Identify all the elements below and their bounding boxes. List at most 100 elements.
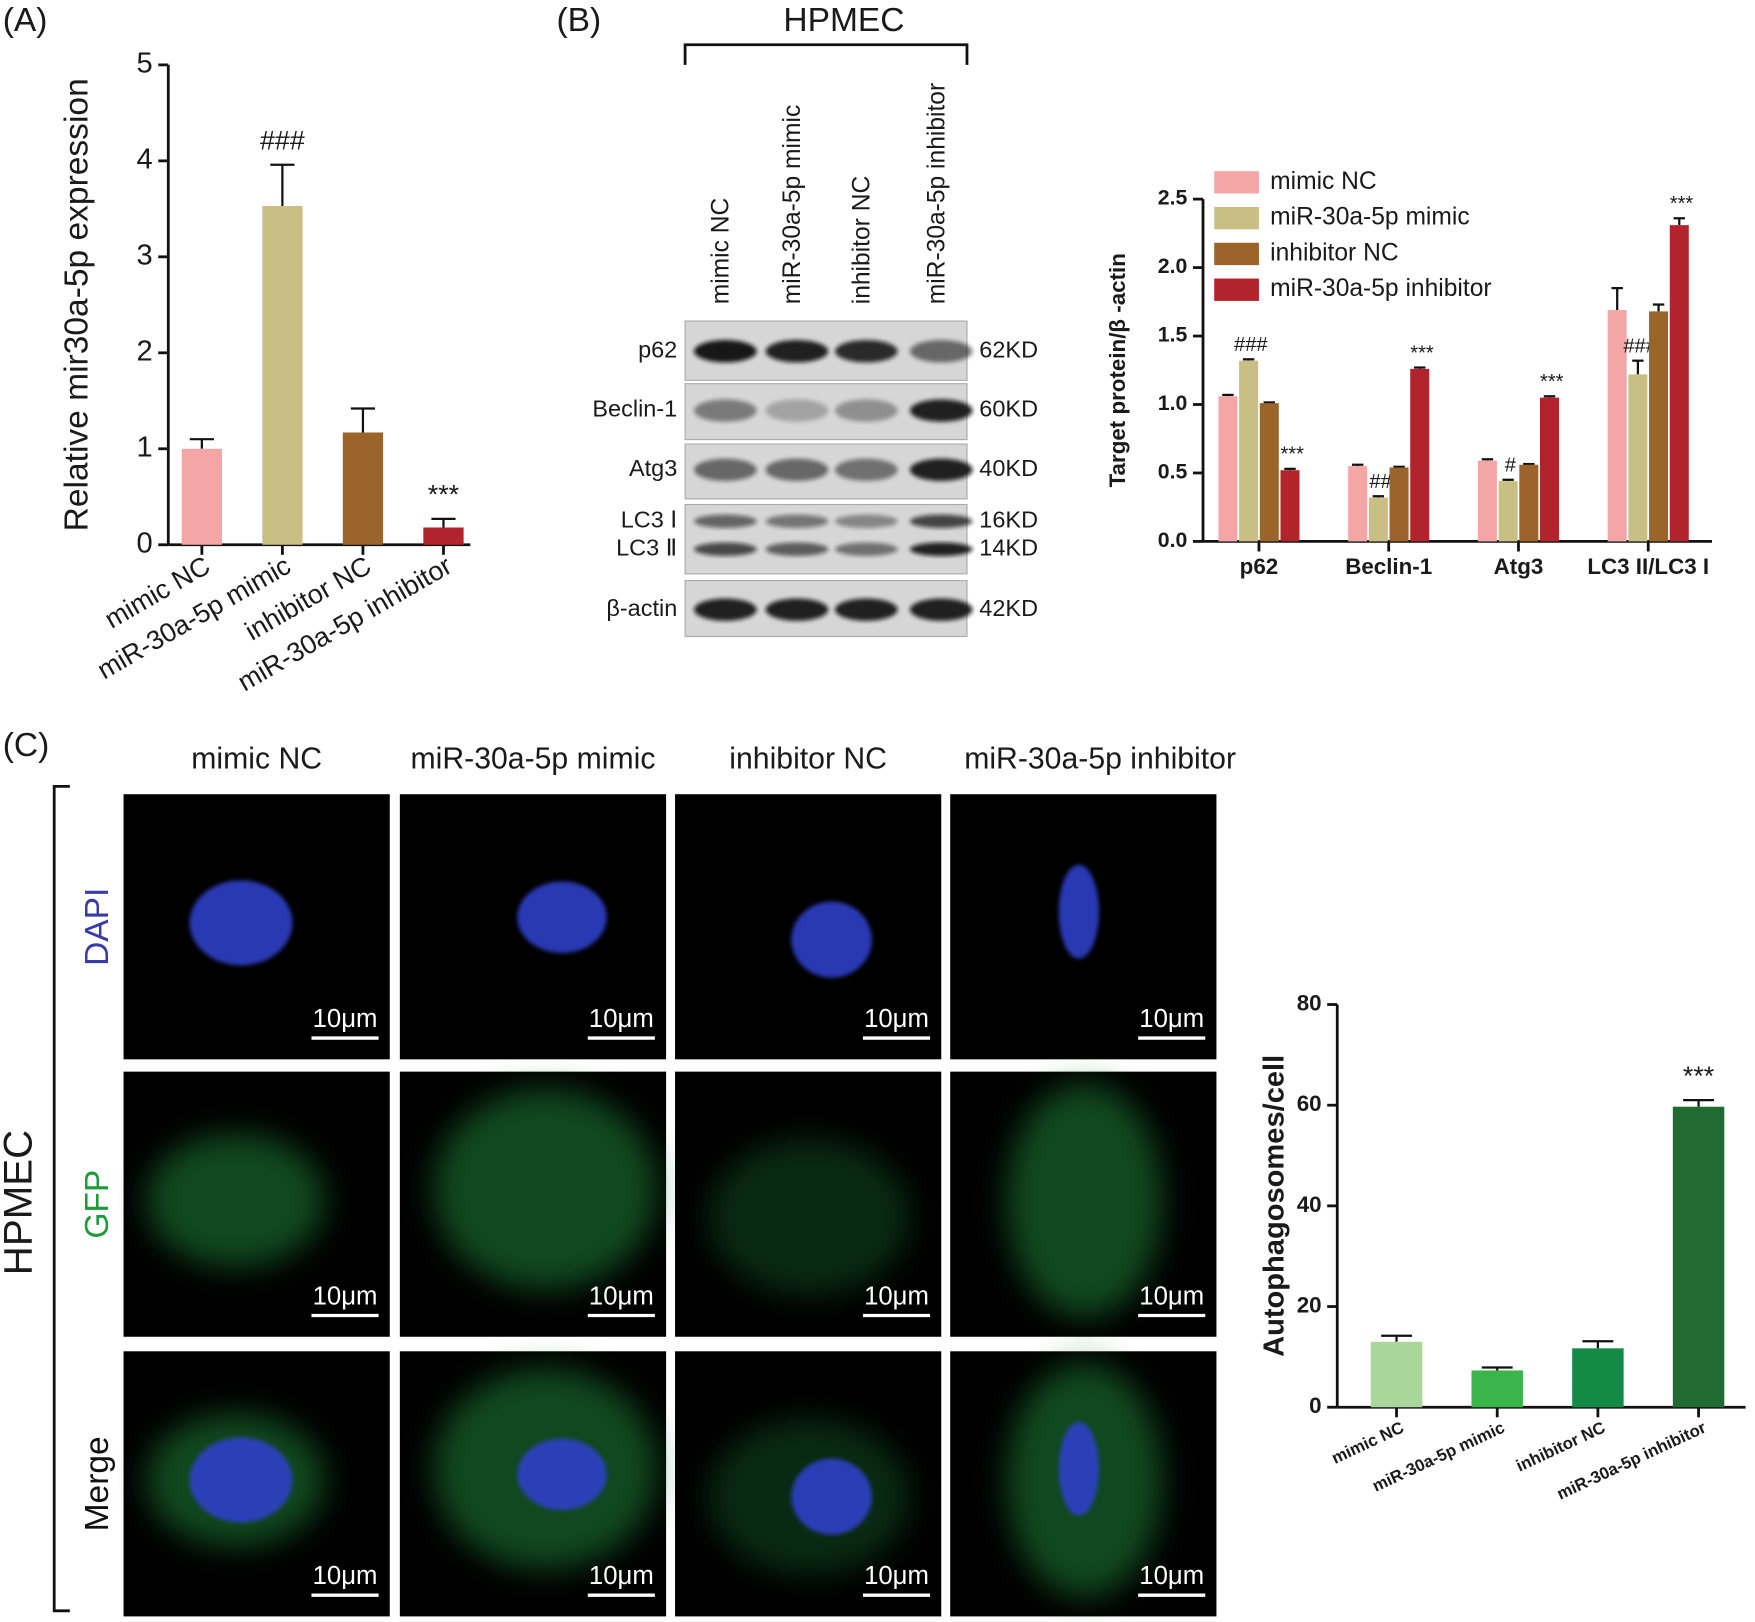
lane-label: miR-30a-5p mimic	[779, 105, 806, 305]
row-label: DAPI	[79, 888, 116, 966]
scale-bar-label: 10μm	[1139, 1282, 1204, 1310]
legend-swatch	[1214, 278, 1259, 301]
band	[909, 340, 973, 363]
row-label: GFP	[79, 1170, 116, 1239]
band	[834, 542, 898, 556]
bar	[1471, 1370, 1523, 1408]
bar	[423, 527, 464, 545]
bar	[1672, 1106, 1725, 1408]
band	[909, 598, 973, 621]
y-axis-label: Autophagosomes/cell	[1258, 1055, 1290, 1357]
nucleus	[1058, 864, 1099, 959]
band	[834, 514, 898, 528]
nucleus	[1058, 1421, 1099, 1516]
bar	[1410, 368, 1430, 542]
y-tick-label: 3	[136, 240, 152, 272]
band-label: p62	[638, 336, 677, 362]
scale-bar-label: 10μm	[1139, 1562, 1204, 1590]
bar	[262, 205, 303, 545]
bar	[1239, 360, 1259, 542]
significance-label: ***	[428, 480, 460, 510]
significance-label: ***	[1670, 193, 1694, 215]
y-tick-label: 1	[136, 431, 152, 463]
y-tick-label: 2.5	[1158, 186, 1188, 210]
band-size: 42KD	[979, 595, 1038, 621]
gfp-signal	[1006, 1082, 1163, 1318]
row-label: Merge	[79, 1436, 116, 1531]
scale-bar-label: 10μm	[313, 1005, 378, 1033]
nucleus	[189, 1437, 293, 1523]
significance-label: ***	[1280, 444, 1304, 466]
significance-label: ###	[260, 125, 305, 155]
band	[834, 458, 898, 482]
legend-label: mimic NC	[1270, 168, 1377, 195]
bar	[1368, 497, 1388, 542]
nucleus	[791, 1458, 872, 1535]
bar	[1607, 310, 1627, 542]
band	[765, 542, 829, 556]
column-title: miR-30a-5p mimic	[411, 743, 656, 776]
legend-label: miR-30a-5p inhibitor	[1270, 275, 1491, 302]
y-tick-label: 60	[1297, 1091, 1322, 1116]
scale-bar-label: 10μm	[1139, 1005, 1204, 1033]
bar	[1572, 1348, 1624, 1408]
band	[765, 399, 829, 422]
bar	[1669, 225, 1689, 542]
significance-label: ###	[1234, 334, 1268, 356]
band	[765, 514, 829, 528]
bar	[1348, 466, 1368, 542]
lane-label: inhibitor NC	[848, 176, 875, 304]
nucleus	[791, 901, 872, 978]
y-tick-label: 1.5	[1158, 323, 1188, 347]
legend-swatch	[1214, 242, 1259, 266]
band-size: 14KD	[979, 534, 1038, 560]
band	[834, 399, 898, 422]
band	[909, 399, 973, 422]
y-axis-label: Relative mir30a-5p expression	[59, 78, 96, 531]
y-tick-label: 0	[136, 527, 152, 559]
y-tick-label: 2	[136, 336, 152, 368]
band	[909, 458, 973, 482]
x-tick-label: Atg3	[1494, 554, 1544, 579]
bar	[1649, 311, 1669, 542]
panel-label: (C)	[3, 727, 50, 764]
x-tick-label: LC3 II/LC3 I	[1587, 554, 1709, 579]
bar	[1498, 481, 1518, 542]
scale-bar-label: 10μm	[589, 1282, 654, 1310]
y-tick-label: 20	[1297, 1292, 1322, 1317]
x-tick-label: Beclin-1	[1345, 554, 1432, 579]
nucleus	[517, 1438, 607, 1511]
bar	[1218, 396, 1238, 542]
gfp-signal	[708, 1138, 910, 1296]
nucleus	[517, 881, 607, 954]
bar	[181, 448, 222, 545]
significance-label: #	[1505, 455, 1517, 477]
band	[765, 458, 829, 482]
band-label: Atg3	[629, 455, 677, 481]
scale-bar-label: 10μm	[589, 1005, 654, 1033]
band	[834, 340, 898, 363]
band	[694, 598, 757, 621]
cell-line-label: HPMEC	[0, 1130, 40, 1275]
band	[765, 340, 829, 363]
y-tick-label: 0.0	[1158, 528, 1188, 552]
y-tick-label: 5	[136, 48, 152, 80]
scale-bar-label: 10μm	[864, 1282, 929, 1310]
legend-swatch	[1214, 171, 1259, 194]
bar	[1370, 1341, 1423, 1408]
y-axis-label: Target protein/β -actin	[1105, 253, 1130, 487]
column-title: inhibitor NC	[729, 743, 887, 776]
x-tick-label: p62	[1240, 554, 1279, 579]
y-tick-label: 80	[1297, 990, 1322, 1015]
band	[909, 514, 973, 528]
scale-bar-label: 10μm	[864, 1005, 929, 1033]
bar	[1519, 464, 1539, 542]
significance-label: ***	[1410, 342, 1434, 364]
x-tick-label: mimic NC	[1329, 1418, 1407, 1468]
band-size: 40KD	[979, 455, 1038, 481]
significance-label: ***	[1683, 1061, 1715, 1091]
band-label: LC3 Ⅱ	[616, 534, 677, 560]
bar	[1628, 374, 1648, 542]
bar	[1389, 467, 1409, 542]
nucleus	[189, 880, 293, 966]
